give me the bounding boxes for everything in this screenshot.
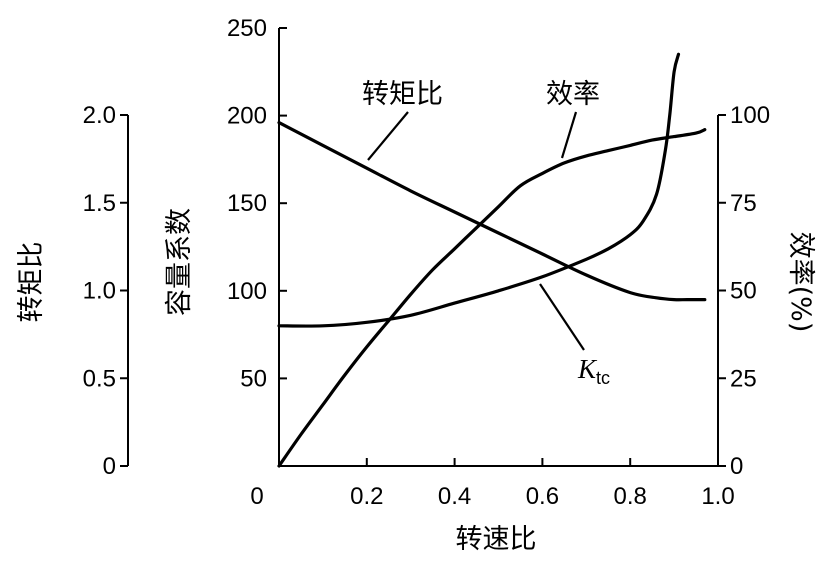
ktc-annotation: Ktc bbox=[577, 354, 610, 388]
torque-ratio-tick-label: 0.5 bbox=[83, 365, 116, 392]
efficiency-tick-label: 25 bbox=[730, 365, 757, 392]
torque-ratio-axis-title: 转矩比 bbox=[16, 242, 47, 323]
ktc-annotation-main: K bbox=[577, 354, 598, 384]
efficiency-leader bbox=[560, 111, 578, 159]
efficiency-tick-label: 50 bbox=[730, 278, 757, 305]
efficiency-tick-label: 100 bbox=[730, 102, 770, 129]
torque-ratio-tick-label: 0 bbox=[103, 453, 116, 480]
efficiency-tick-label: 75 bbox=[730, 190, 757, 217]
capacity-tick-label: 200 bbox=[227, 103, 267, 130]
efficiency-curve bbox=[277, 128, 707, 468]
x-tick-label: 0.6 bbox=[526, 483, 559, 510]
x-tick-label: 0.4 bbox=[438, 483, 471, 510]
capacity-tick-label: 100 bbox=[227, 278, 267, 305]
x-tick-label: 0 bbox=[250, 483, 263, 510]
torque-ratio-tick-label: 1.5 bbox=[83, 190, 116, 217]
ktc-annotation-sub: tc bbox=[596, 368, 610, 388]
capacity-axis-title: 容量系数 bbox=[164, 208, 195, 316]
tick-marks: 50 100 150 200 250 0 0.5 1.0 1.5 2.0 0 25 50 75 100 0 0.… bbox=[83, 15, 770, 510]
ktc-curve bbox=[277, 52, 681, 328]
capacity-tick-label: 250 bbox=[227, 15, 267, 42]
x-axis-title: 转速比 bbox=[456, 524, 537, 555]
x-tick-label: 0.8 bbox=[614, 483, 647, 510]
efficiency-axis-title: 效率(%) bbox=[785, 232, 816, 333]
efficiency-annotation: 效率 bbox=[546, 79, 600, 110]
x-tick-label: 1.0 bbox=[701, 483, 734, 510]
curves bbox=[277, 52, 707, 468]
leader-lines bbox=[367, 111, 585, 351]
torque-ratio-tick-label: 2.0 bbox=[83, 102, 116, 129]
capacity-tick-label: 150 bbox=[227, 190, 267, 217]
torque-ratio-leader bbox=[367, 111, 409, 161]
torque-ratio-curve bbox=[277, 121, 707, 302]
torque-ratio-annotation: 转矩比 bbox=[362, 79, 443, 110]
capacity-tick-label: 50 bbox=[240, 365, 267, 392]
torque-ratio-tick-label: 1.0 bbox=[83, 278, 116, 305]
efficiency-tick-label: 0 bbox=[730, 453, 743, 480]
ktc-leader bbox=[539, 283, 585, 351]
x-tick-label: 0.2 bbox=[350, 483, 383, 510]
